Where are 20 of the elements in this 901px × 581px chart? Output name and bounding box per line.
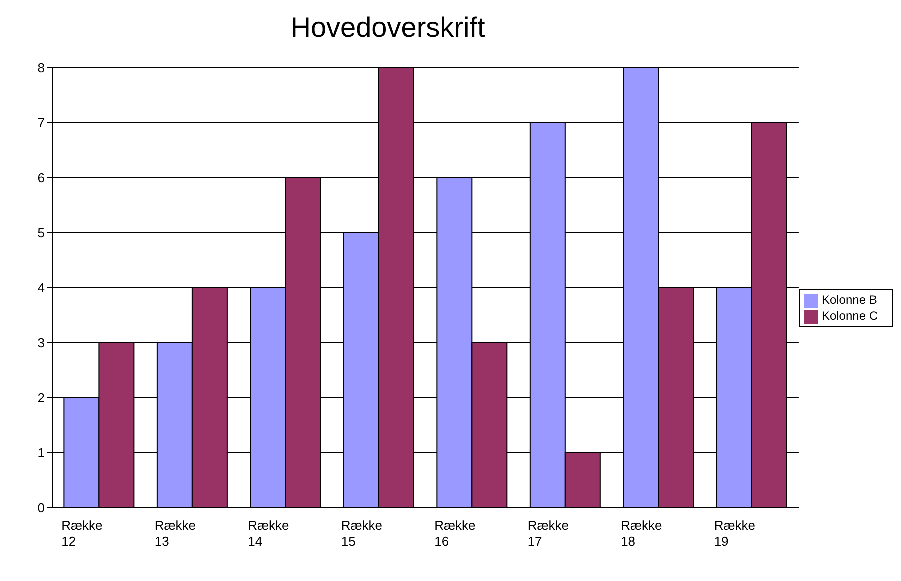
y-tick-label: 6 — [38, 170, 45, 186]
x-tick-label: Række 12 — [62, 518, 103, 549]
legend-label: Kolonne C — [822, 309, 878, 323]
x-tick-label: Række 14 — [248, 518, 290, 549]
y-tick-label: 7 — [38, 116, 45, 131]
x-tick-label: Række 16 — [434, 518, 476, 549]
chart-title: Hovedoverskrift — [290, 11, 486, 45]
x-tick-label: Række 13 — [154, 518, 196, 549]
y-tick-label: 4 — [38, 280, 45, 296]
x-tick-label: Række 15 — [341, 518, 383, 549]
x-tick-label: Række 19 — [714, 518, 756, 549]
legend-label: Kolonne B — [822, 293, 878, 307]
x-tick-label: Række 18 — [621, 518, 662, 549]
y-tick-label: 2 — [38, 390, 45, 406]
y-tick-label: 1 — [38, 446, 45, 461]
x-tick-label: Række 17 — [528, 518, 570, 549]
y-tick-label: 8 — [38, 60, 45, 76]
y-tick-label: 3 — [38, 336, 45, 351]
y-tick-label: 0 — [38, 500, 45, 516]
y-tick-label: 5 — [38, 226, 45, 241]
